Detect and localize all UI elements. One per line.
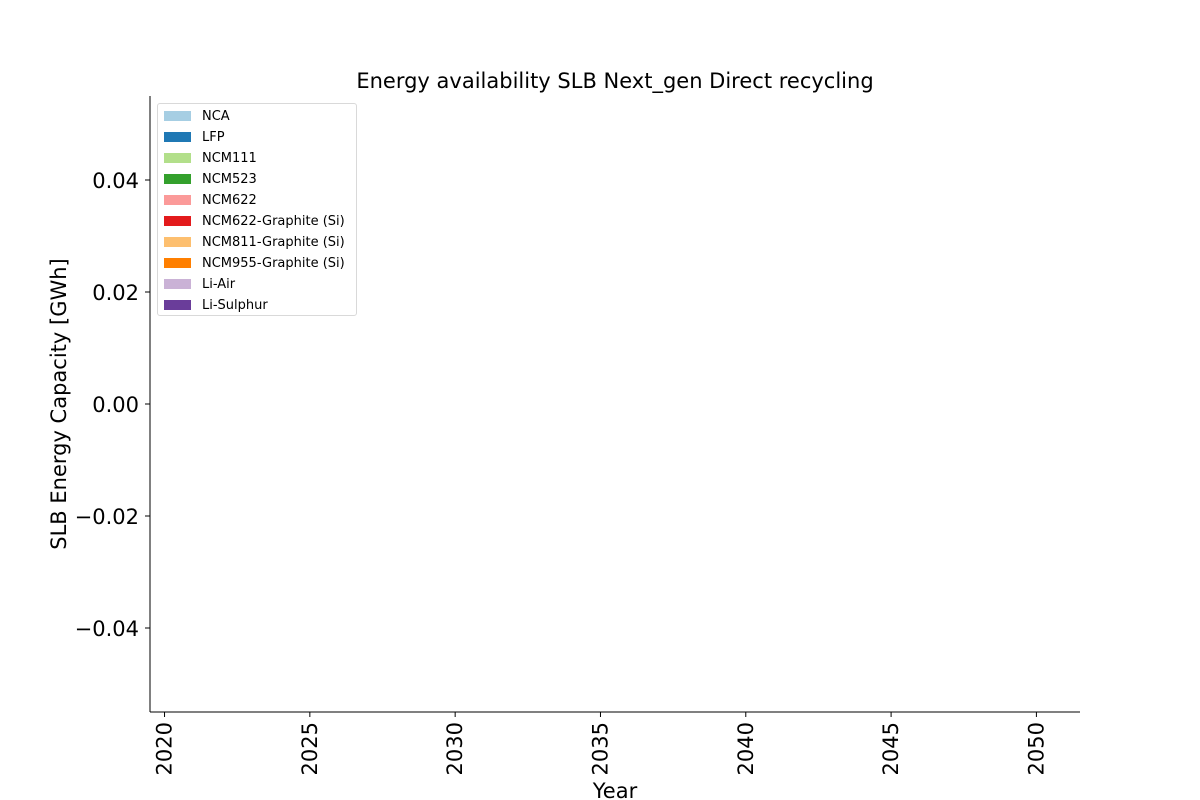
legend-swatch bbox=[164, 132, 191, 142]
y-ticks: −0.04 −0.02 0.00 0.02 0.04 bbox=[75, 169, 150, 641]
legend-swatch bbox=[164, 300, 191, 310]
y-tick-label: 0.02 bbox=[92, 281, 139, 305]
legend-item: Li-Sulphur bbox=[164, 296, 268, 314]
legend-label: NCM811-Graphite (Si) bbox=[202, 234, 345, 250]
legend-item: NCM955-Graphite (Si) bbox=[164, 254, 345, 272]
x-tick-label: 2030 bbox=[443, 722, 467, 775]
x-tick-label: 2020 bbox=[153, 722, 177, 775]
x-axis-label: Year bbox=[592, 779, 638, 800]
legend-label: NCM622-Graphite (Si) bbox=[202, 213, 345, 229]
y-tick-label: −0.02 bbox=[75, 505, 139, 529]
x-tick-label: 2040 bbox=[734, 722, 758, 775]
legend-label: NCM955-Graphite (Si) bbox=[202, 255, 345, 271]
x-tick-label: 2025 bbox=[298, 722, 322, 775]
legend-label: NCM523 bbox=[202, 171, 257, 187]
legend-item: NCM811-Graphite (Si) bbox=[164, 233, 345, 251]
legend-item: LFP bbox=[164, 128, 225, 146]
legend-item: Li-Air bbox=[164, 275, 235, 293]
legend-label: LFP bbox=[202, 129, 225, 145]
chart-title: Energy availability SLB Next_gen Direct … bbox=[356, 69, 873, 94]
legend-swatch bbox=[164, 111, 191, 121]
legend: NCA LFP NCM111 NCM523 NCM622 NCM622-Graphite … bbox=[157, 103, 357, 316]
legend-label: NCA bbox=[202, 108, 230, 124]
x-tick-label: 2050 bbox=[1024, 722, 1048, 775]
legend-item: NCM622 bbox=[164, 191, 257, 209]
legend-swatch bbox=[164, 153, 191, 163]
legend-item: NCM111 bbox=[164, 149, 257, 167]
legend-swatch bbox=[164, 237, 191, 247]
y-tick-label: 0.00 bbox=[92, 393, 139, 417]
x-ticks: 2020 2025 2030 2035 2040 2045 2050 bbox=[153, 712, 1048, 775]
legend-item: NCM622-Graphite (Si) bbox=[164, 212, 345, 230]
legend-label: Li-Air bbox=[202, 276, 236, 292]
y-tick-label: −0.04 bbox=[75, 617, 139, 641]
legend-label: Li-Sulphur bbox=[202, 297, 268, 313]
x-tick-label: 2035 bbox=[588, 722, 612, 775]
y-tick-label: 0.04 bbox=[92, 169, 139, 193]
legend-item: NCM523 bbox=[164, 170, 257, 188]
y-axis-label: SLB Energy Capacity [GWh] bbox=[47, 258, 71, 550]
legend-swatch bbox=[164, 216, 191, 226]
legend-label: NCM111 bbox=[202, 150, 257, 166]
legend-swatch bbox=[164, 195, 191, 205]
legend-label: NCM622 bbox=[202, 192, 257, 208]
x-tick-label: 2045 bbox=[879, 722, 903, 775]
legend-swatch bbox=[164, 258, 191, 268]
legend-swatch bbox=[164, 279, 191, 289]
legend-item: NCA bbox=[164, 107, 230, 125]
legend-swatch bbox=[164, 174, 191, 184]
